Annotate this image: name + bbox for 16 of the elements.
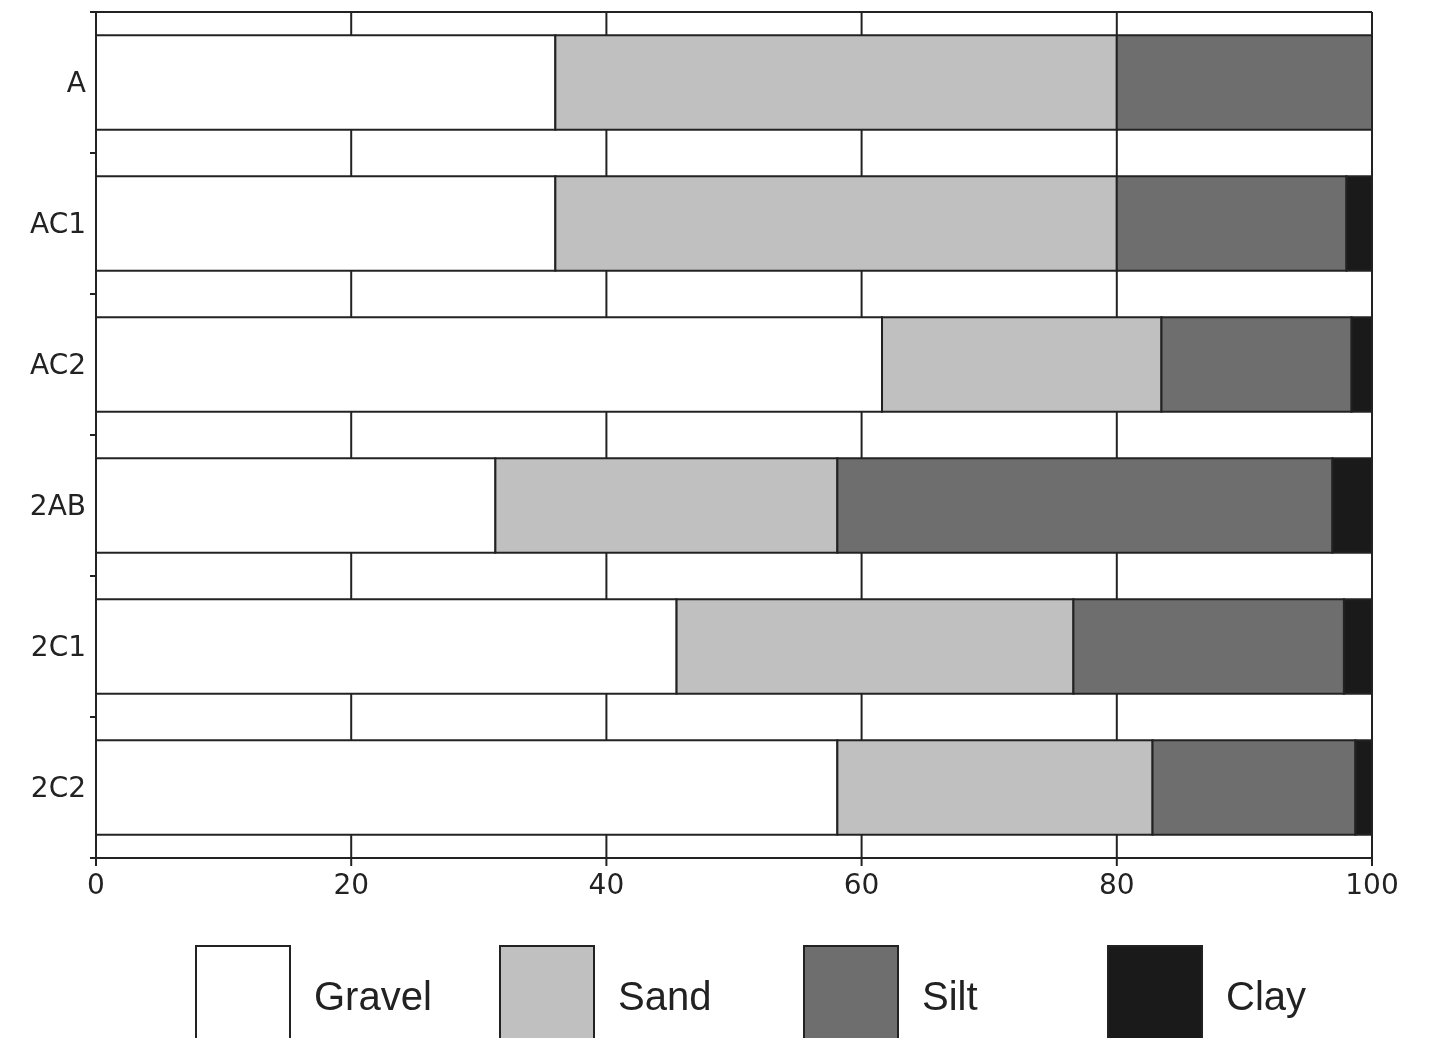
- legend-label: Clay: [1226, 974, 1307, 1018]
- x-tick-label: 80: [1098, 868, 1135, 901]
- x-tick-label: 40: [588, 868, 625, 901]
- y-tick-label: 2C1: [30, 630, 86, 663]
- legend-label: Silt: [922, 974, 978, 1018]
- legend-label: Gravel: [314, 974, 432, 1018]
- x-tick-label: 20: [333, 868, 370, 901]
- y-tick-label: AC1: [29, 207, 86, 240]
- y-tick-label: AC2: [29, 348, 86, 381]
- y-tick-label: A: [66, 66, 86, 99]
- x-tick-label: 60: [843, 868, 880, 901]
- y-tick-label: 2C2: [30, 771, 86, 804]
- x-tick-label: 100: [1345, 868, 1399, 901]
- x-tick-label: 0: [87, 868, 105, 901]
- y-tick-label: 2AB: [29, 489, 86, 522]
- legend-label: Sand: [618, 974, 712, 1018]
